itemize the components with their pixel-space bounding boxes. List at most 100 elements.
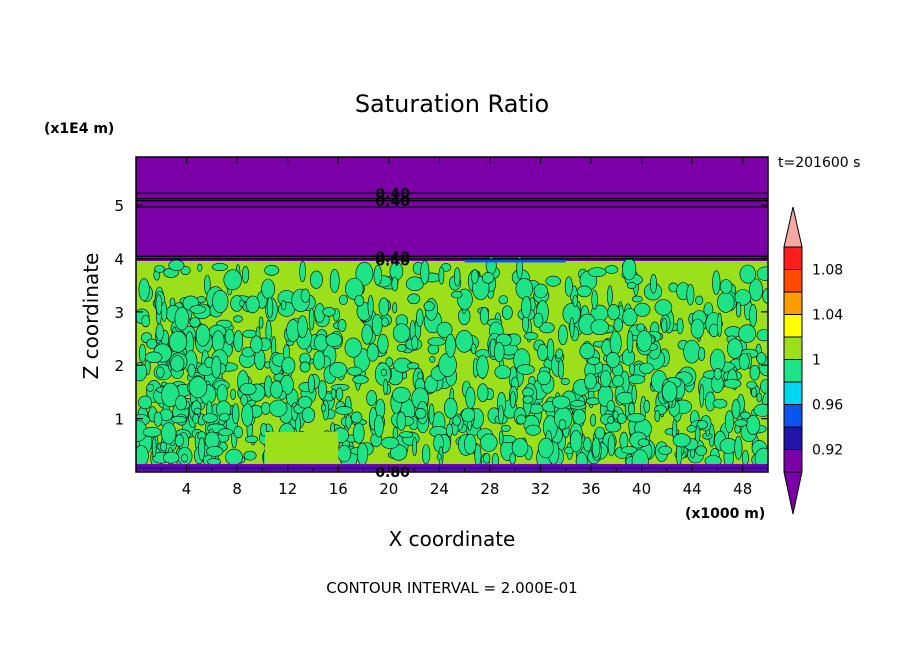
cloud-blob [760, 379, 768, 394]
cloud-blob [746, 381, 757, 389]
cloud-blob [399, 431, 414, 439]
cloud-blob [354, 295, 365, 307]
cloud-blob [401, 371, 407, 380]
cloud-blob [380, 436, 399, 449]
cloud-blob [299, 361, 311, 373]
cloud-blob [297, 315, 308, 339]
cloud-blob [146, 383, 155, 392]
cloud-blob [479, 306, 490, 325]
cloud-blob [600, 370, 612, 388]
cloud-blob [672, 433, 691, 448]
colorbar-over-triangle [783, 206, 803, 248]
cloud-blob [738, 324, 757, 343]
cloud-blob [151, 437, 157, 458]
cloud-blob [734, 435, 743, 460]
cloud-blob [590, 413, 596, 427]
cloud-blob [525, 424, 541, 436]
y-axis: 1 2 3 4 5 [114, 197, 768, 429]
cloud-blob [161, 422, 177, 445]
cloud-blob [480, 433, 498, 452]
cloud-blob [686, 425, 697, 433]
cloud-blob [423, 301, 435, 312]
cloud-blob [224, 328, 235, 345]
cloud-blob [138, 343, 147, 363]
cloud-blob [712, 398, 728, 409]
cloud-blob [719, 279, 733, 294]
cloud-blob [533, 283, 548, 299]
cloud-blob [515, 278, 533, 300]
chart-title: Saturation Ratio [355, 90, 549, 118]
cloud-blob [557, 359, 564, 380]
cloud-blob [239, 382, 257, 396]
cloud-blob [239, 299, 245, 308]
cloud-blob [465, 386, 476, 410]
cloud-blob [537, 343, 549, 362]
cloud-blob [498, 295, 509, 305]
cloud-blob [168, 259, 185, 271]
cloud-blob [436, 453, 442, 461]
colorbar-label: 1 [812, 353, 821, 369]
cloud-blob [142, 426, 162, 438]
cloud-blob [516, 414, 527, 425]
cloud-blob [461, 407, 476, 423]
colorbar-bin [783, 359, 803, 383]
cloud-blob [396, 343, 407, 352]
cloud-blob [391, 276, 399, 292]
cloud-blob [756, 392, 763, 403]
cloud-blob [225, 448, 243, 466]
cloud-blob [521, 296, 532, 319]
cloud-blob [352, 375, 369, 385]
x-axis: 4 8 12 16 20 24 28 32 36 40 44 48 [160, 157, 752, 498]
x-tick-label: 32 [531, 480, 550, 498]
colorbar-bin [783, 291, 803, 315]
cloud-blob [741, 450, 749, 466]
cloud-blob [650, 273, 657, 294]
cloud-blob [690, 318, 705, 339]
cloud-blob [230, 388, 236, 400]
cloud-blob [428, 403, 435, 425]
cloud-blob [337, 445, 352, 463]
contour-labels: 0.400.400.400.400.80 [375, 186, 410, 481]
cloud-blob [241, 403, 254, 427]
colorbar: 1.08 1.04 1 0.96 0.92 [783, 206, 843, 515]
cloud-blob [749, 278, 763, 302]
y-tick-label: 4 [114, 250, 124, 268]
cloud-blob [585, 397, 601, 406]
cloud-blob [723, 378, 742, 389]
cloud-blob [300, 288, 310, 303]
cloud-blob [212, 289, 229, 313]
cloud-blob [317, 380, 327, 400]
contour-label: 0.40 [375, 186, 410, 202]
cloud-blob [579, 342, 595, 360]
cloud-blob [392, 323, 411, 343]
cloud-blob [371, 313, 383, 336]
cloud-blob [313, 350, 326, 371]
cloud-blob [233, 315, 243, 323]
cloud-blob [470, 269, 479, 284]
cloud-blob [753, 403, 768, 417]
cloud-blob [606, 351, 620, 368]
cloud-blob [299, 260, 306, 283]
cloud-blob [569, 430, 583, 453]
cloud-blob [373, 264, 382, 286]
contour-interval-label: CONTOUR INTERVAL = 2.000E-01 [326, 579, 577, 597]
cloud-blob [604, 265, 619, 274]
y-tick-label: 3 [114, 304, 124, 322]
cloud-blob [258, 316, 264, 329]
cloud-blob [607, 285, 613, 307]
cloud-blob [560, 377, 570, 385]
cloud-blob [260, 402, 271, 415]
cloud-blob [726, 338, 743, 359]
cloud-blob [696, 420, 708, 430]
cloud-blob [427, 337, 446, 346]
cloud-blob [683, 339, 701, 364]
cloud-blob [163, 451, 180, 464]
colorbar-label: 0.92 [812, 443, 843, 459]
cloud-blob [643, 399, 650, 413]
x-tick-label: 8 [232, 480, 242, 498]
cloud-blob [198, 437, 206, 461]
cloud-blob [136, 362, 148, 382]
cloud-blob [498, 430, 504, 446]
cloud-blob [538, 437, 554, 459]
cloud-blob [380, 368, 388, 377]
